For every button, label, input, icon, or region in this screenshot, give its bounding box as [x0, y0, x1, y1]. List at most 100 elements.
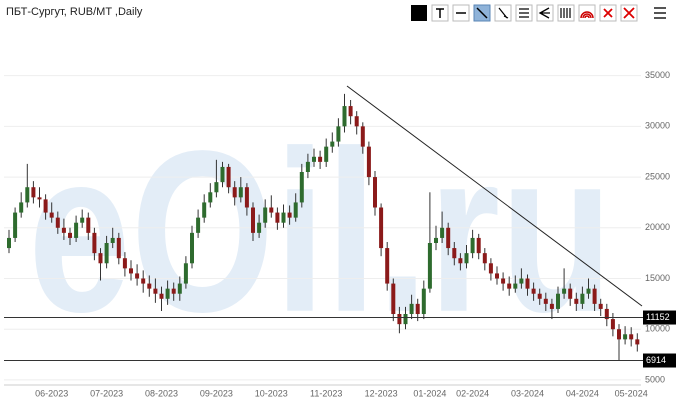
candle-body [385, 248, 390, 284]
icon [580, 11, 594, 19]
icon [603, 8, 613, 18]
candle-body [49, 212, 54, 218]
candle-body [226, 166, 231, 188]
candle-body [434, 237, 438, 243]
candle-body [220, 166, 225, 183]
x-tick-label: 01-2024 [413, 388, 446, 398]
candle-body [330, 141, 335, 147]
candle-body [287, 212, 292, 218]
candle-body [531, 288, 536, 294]
candle-body [269, 207, 274, 213]
candle-body [507, 283, 512, 289]
y-tick-label: 25000 [645, 171, 670, 181]
candle-body [488, 263, 493, 274]
watermark: eOil.ru [28, 103, 613, 360]
candle-body [574, 298, 579, 304]
y-tick-label: 15000 [645, 273, 670, 283]
candle-body [495, 273, 499, 279]
tool-rect[interactable] [411, 5, 427, 21]
candle-body [251, 207, 255, 233]
candle-body [238, 187, 243, 198]
candle-body [165, 288, 170, 299]
candle-body [586, 288, 591, 294]
level-label-box [643, 353, 676, 368]
candle-body [43, 199, 48, 213]
x-tick-label: 12-2023 [365, 388, 398, 398]
candle-body [342, 106, 347, 127]
candle-body [305, 161, 310, 172]
candle-body [568, 288, 573, 299]
y-tick-label: 35000 [645, 70, 670, 80]
candle-body [458, 258, 463, 264]
candle-body [135, 273, 140, 279]
candle-body [373, 177, 377, 208]
candle-body [208, 192, 213, 203]
candle-body [623, 334, 628, 340]
icon [538, 7, 550, 19]
candle-body [80, 217, 85, 223]
candle-body [244, 187, 249, 208]
candle-body [312, 156, 316, 162]
candle-body [299, 172, 304, 203]
candle-body [275, 212, 280, 223]
candle-body [604, 308, 609, 320]
candle-body [513, 283, 518, 289]
candle-body [19, 202, 24, 213]
candle-body [580, 293, 585, 304]
icon [623, 7, 635, 19]
candle-body [336, 126, 341, 142]
x-tick-label: 07-2023 [90, 388, 123, 398]
x-tick-label: 05-2024 [615, 388, 648, 398]
x-tick-label: 09-2023 [200, 388, 233, 398]
candle-body [501, 278, 506, 284]
x-tick-label: 10-2023 [255, 388, 288, 398]
candle-body [74, 222, 79, 238]
candle-body [452, 248, 457, 259]
candle-body [116, 237, 121, 259]
y-tick-label: 10000 [645, 324, 670, 334]
candle-body [92, 232, 97, 254]
candle-body [464, 253, 469, 264]
candle-body [421, 288, 426, 314]
icon [519, 8, 529, 18]
candle-body [391, 283, 396, 314]
candle-body [177, 283, 182, 294]
candle-body [635, 339, 640, 345]
candle-body [190, 232, 194, 264]
candle-body [562, 288, 567, 294]
candle-body [61, 227, 66, 233]
candle-body [281, 212, 286, 223]
icon [560, 8, 571, 18]
candle-body [403, 314, 408, 325]
x-tick-label: 06-2023 [35, 388, 68, 398]
candle-body [348, 106, 353, 117]
candle-body [440, 227, 445, 238]
candle-body [7, 237, 11, 249]
candle-body [68, 232, 72, 238]
candle-body [476, 237, 481, 254]
menu-button[interactable] [654, 7, 666, 19]
candle-body [141, 278, 146, 284]
candle-body [446, 227, 451, 249]
candle-body [610, 319, 615, 330]
candle-body [324, 146, 329, 162]
candle-body [13, 212, 18, 238]
candle-body [86, 217, 91, 233]
tool-arc[interactable] [578, 4, 596, 22]
candle-body [183, 263, 188, 284]
y-tick-label: 5000 [645, 374, 665, 384]
y-tick-label: 20000 [645, 222, 670, 232]
candle-body [482, 253, 487, 264]
candle-body [25, 187, 30, 203]
candle-body [37, 197, 42, 200]
candle-body [617, 329, 621, 340]
candle-body [31, 187, 36, 198]
candle-body [415, 303, 420, 314]
candle-body [427, 243, 432, 289]
x-tick-label: 04-2024 [566, 388, 599, 398]
candle-body [366, 146, 371, 178]
level-label: 6914 [646, 355, 666, 365]
candle-body [598, 303, 603, 309]
candle-body [549, 303, 554, 309]
